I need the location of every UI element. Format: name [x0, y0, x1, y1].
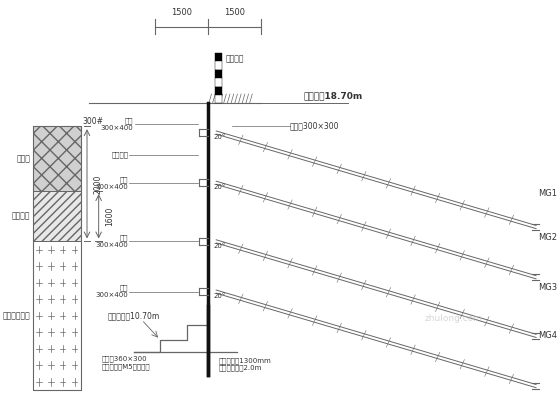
Text: 20°: 20° [213, 243, 226, 249]
Text: 残积粘土: 残积粘土 [12, 212, 30, 221]
Bar [33, 126, 81, 191]
Text: MG1: MG1 [538, 189, 557, 198]
Bar [33, 241, 81, 390]
Text: MG2: MG2 [538, 233, 557, 241]
Text: 20°: 20° [213, 293, 226, 299]
Text: 混凝
300×400: 混凝 300×400 [96, 176, 128, 189]
Text: 混凝
300×400: 混凝 300×400 [96, 235, 128, 248]
Text: MG3: MG3 [538, 283, 557, 292]
Bar [215, 53, 222, 61]
Text: 排水沟360×300
机械开挖，M5沙浆床面: 排水沟360×300 机械开挖，M5沙浆床面 [102, 356, 151, 370]
Text: MG4: MG4 [538, 331, 557, 340]
Text: 300#: 300# [82, 117, 103, 126]
Bar [215, 87, 222, 95]
Text: 强风化花岗岩: 强风化花岗岩 [3, 311, 30, 320]
Text: zhulong.com: zhulong.com [425, 314, 483, 323]
Text: 素填一: 素填一 [16, 154, 30, 163]
Text: 基坑底标高10.70m: 基坑底标高10.70m [107, 311, 160, 320]
Text: 1500: 1500 [171, 8, 192, 18]
Text: 钢管桩间距1300mm
入基底不小于2.0m: 钢管桩间距1300mm 入基底不小于2.0m [218, 357, 271, 371]
Bar [215, 70, 222, 78]
Text: 20°: 20° [213, 134, 226, 140]
Bar [33, 126, 81, 390]
Text: 坡顶护栏: 坡顶护栏 [226, 55, 244, 64]
Text: 混凝
300×400: 混凝 300×400 [96, 285, 128, 299]
Text: 冠梁
300×400: 冠梁 300×400 [101, 117, 134, 131]
Bar [215, 61, 222, 70]
Text: 结构面层: 结构面层 [111, 152, 128, 158]
Bar [215, 95, 222, 103]
Bar [215, 78, 222, 87]
Text: 2000: 2000 [94, 174, 102, 194]
Text: 截水沟300×300: 截水沟300×300 [290, 122, 339, 131]
Bar [33, 191, 81, 241]
Text: 平均标高18.70m: 平均标高18.70m [303, 91, 362, 100]
Text: 20°: 20° [213, 184, 226, 190]
Text: 1500: 1500 [224, 8, 245, 18]
Text: 1600: 1600 [105, 207, 114, 226]
